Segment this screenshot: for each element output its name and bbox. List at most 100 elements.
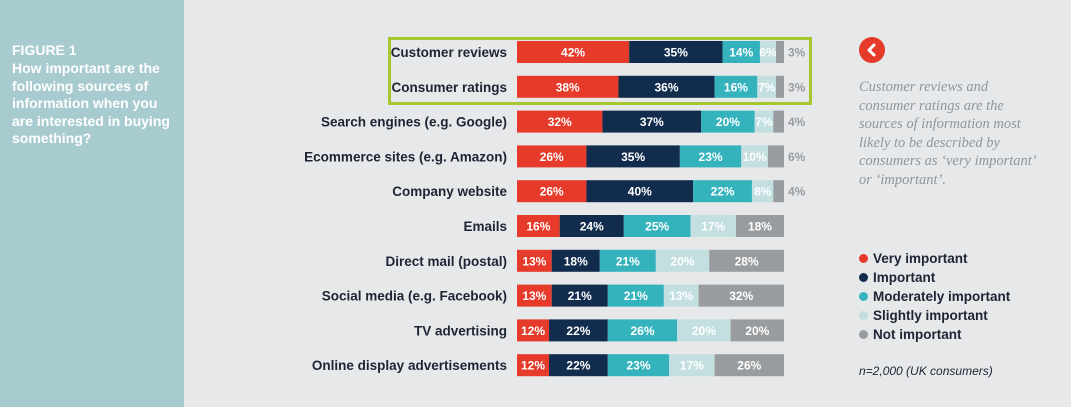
bar-segment [714,75,758,98]
data-label: 6% [788,150,806,164]
bar-segment [551,249,600,272]
legend-item: Slightly important [859,306,1010,325]
data-label: 4% [788,185,806,199]
bar-segment [722,41,760,63]
bar-segment [663,284,699,307]
bar-segment [517,284,552,307]
category-label: Search engines (e.g. Google) [321,115,507,130]
bar-segment [759,41,776,63]
bar-segment [559,215,624,237]
bar-segment [517,180,587,203]
figure-sidebar: FIGURE 1 How important are the following… [0,0,184,407]
bar-segment [618,75,715,98]
bar-segment [551,284,608,307]
data-label: 20% [716,115,740,129]
category-label: Online display advertisements [312,358,507,373]
data-label: 3% [788,80,806,94]
chevron-left-icon [867,43,876,57]
figure-title: How important are the following sources … [12,60,170,146]
data-label: 21% [616,254,640,268]
data-label: 13% [669,289,693,303]
legend-item: Very important [859,249,1010,268]
bar-segment [698,284,784,307]
category-label: Ecommerce sites (e.g. Amazon) [304,149,507,164]
bar-segment [517,319,550,342]
bar-segment [607,354,670,377]
legend-swatch [859,292,868,301]
data-label: 14% [729,46,753,60]
data-label: 6% [759,46,777,60]
data-label: 26% [630,324,654,338]
data-label: 24% [580,220,604,234]
bar-segment [629,41,723,63]
bar-segment [549,319,608,342]
data-label: 22% [711,185,735,199]
bar-segment [623,215,691,237]
legend-label: Moderately important [873,289,1011,304]
bar-segment [517,215,560,237]
bar-segment [677,319,731,342]
highlight-box [388,37,812,105]
sample-footnote: n=2,000 (UK consumers) [859,364,993,378]
data-label: 32% [729,289,753,303]
bar-segment [735,215,784,237]
back-button[interactable] [859,37,885,63]
data-label: 26% [540,150,564,164]
data-label: 13% [522,289,546,303]
data-label: 20% [671,254,695,268]
data-label: 23% [626,359,650,373]
data-label: 28% [735,254,759,268]
data-label: 12% [521,324,545,338]
chart-legend: Very important Important Moderately import… [859,249,1010,344]
bar-segment [751,180,774,203]
data-label: 3% [788,46,806,60]
category-label: Emails [463,219,507,234]
bar-segment [549,354,608,377]
data-label: 35% [664,46,688,60]
data-label: 20% [745,324,769,338]
bar-segment [754,110,774,133]
legend-label: Slightly important [873,308,988,323]
bar-segment [690,215,736,237]
category-label: Customer reviews [391,45,507,60]
data-label: 17% [701,220,725,234]
data-label: 7% [755,115,773,129]
legend-item: Not important [859,325,1010,344]
data-label: 40% [628,185,652,199]
data-label: 22% [566,359,590,373]
data-label: 21% [568,289,592,303]
data-label: 22% [566,324,590,338]
bar-segment [773,180,784,203]
data-label: 25% [645,220,669,234]
bar-segment [730,319,784,342]
bar-segment [607,284,664,307]
bar-segment [775,75,784,98]
bar-segment [517,249,552,272]
data-label: 7% [758,80,776,94]
data-label: 23% [699,150,723,164]
data-label: 18% [564,254,588,268]
category-label: Consumer ratings [391,80,507,95]
category-label: TV advertising [414,323,507,338]
category-label: Social media (e.g. Facebook) [322,289,507,304]
bar-segment [586,145,680,168]
bar-segment [757,75,776,98]
bar-segment [669,354,715,377]
figure-label: FIGURE 1 [12,42,77,58]
data-label: 10% [743,150,767,164]
legend-swatch [859,330,868,339]
data-label: 16% [724,80,748,94]
data-label: 12% [521,359,545,373]
data-label: 35% [621,150,645,164]
data-label: 13% [522,254,546,268]
bar-segment [586,180,694,203]
bar-segment [517,110,603,133]
bar-segment [602,110,702,133]
data-label: 26% [737,359,761,373]
data-label: 37% [640,115,664,129]
data-label: 26% [540,185,564,199]
bar-segment [517,75,619,98]
bar-segment [655,249,710,272]
bar-segment [517,41,630,63]
bar-segment [607,319,678,342]
